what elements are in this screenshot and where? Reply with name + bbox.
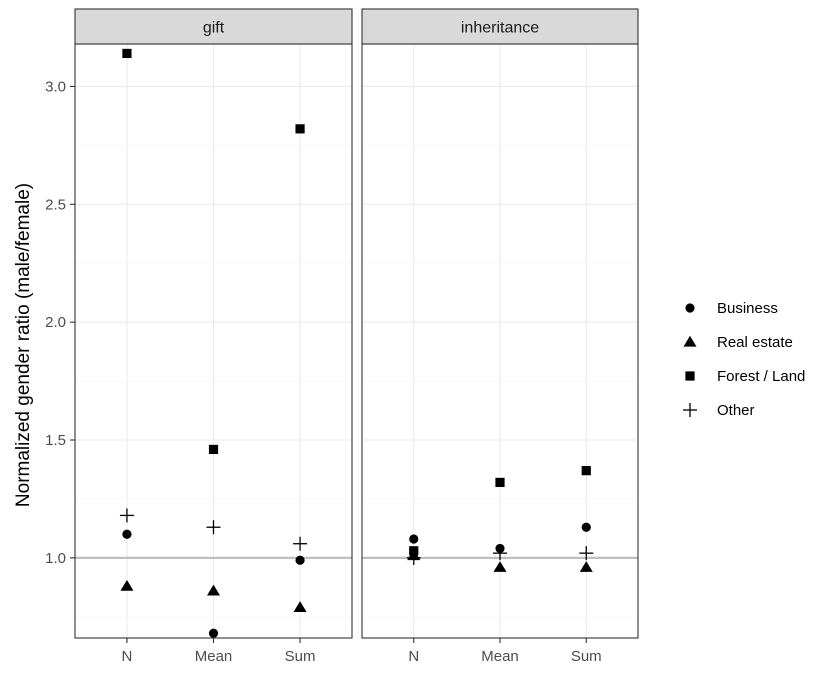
legend-label: Forest / Land <box>717 368 805 385</box>
x-tick-label: Sum <box>285 648 316 665</box>
point-other <box>293 536 308 551</box>
point-real-estate <box>579 561 593 572</box>
x-tick-label: N <box>122 648 133 665</box>
x-tick-label: Mean <box>481 648 519 665</box>
point-real-estate <box>493 561 507 572</box>
point-forest-land <box>122 48 132 59</box>
facet-strip <box>361 8 639 45</box>
y-axis-title: Normalized gender ratio (male/female) <box>13 183 34 507</box>
facet-panels: gift N Mean Sum inheritance N Mean Sum <box>74 8 639 665</box>
facet-strip <box>74 8 353 45</box>
y-tick-label: 3.0 <box>45 78 66 95</box>
legend-item-real-estate: Real estate <box>683 334 793 351</box>
point-business <box>122 529 132 539</box>
legend-key-forest-land <box>685 371 695 381</box>
legend-label: Other <box>717 402 755 419</box>
point-other <box>493 546 507 561</box>
facet-strip-label: gift <box>203 20 225 37</box>
legend-key-other <box>683 403 697 417</box>
point-other <box>406 550 421 565</box>
point-forest-land <box>409 546 419 556</box>
y-tick-label: 2.5 <box>45 196 66 213</box>
legend-item-business: Business <box>685 300 778 317</box>
x-tick-label: N <box>408 648 419 665</box>
y-tick-label: 1.0 <box>45 550 66 567</box>
legend-item-forest-land: Forest / Land <box>685 368 805 385</box>
point-forest-land <box>581 466 591 476</box>
point-business <box>581 522 591 532</box>
y-tick-label: 2.0 <box>45 314 66 331</box>
facet-strip-label: inheritance <box>461 20 539 37</box>
point-other <box>206 520 221 535</box>
x-tick-label: Sum <box>571 648 602 665</box>
point-other <box>579 546 594 561</box>
y-axis: 1.0 1.5 2.0 2.5 3.0 <box>45 78 75 567</box>
legend-key-real-estate <box>683 335 697 347</box>
point-real-estate <box>120 579 134 591</box>
legend-key-business <box>685 303 695 313</box>
facet-panel-inheritance: inheritance N Mean Sum <box>361 8 639 665</box>
point-real-estate <box>206 584 221 596</box>
point-business <box>295 555 305 565</box>
facet-panel-gift: gift N Mean Sum <box>74 8 353 665</box>
point-forest-land <box>208 444 219 455</box>
point-forest-land <box>295 124 305 134</box>
y-tick-label: 1.5 <box>45 432 66 449</box>
point-business <box>409 534 419 544</box>
point-real-estate <box>293 601 307 613</box>
x-tick-label: Mean <box>195 648 233 665</box>
point-other <box>119 508 134 523</box>
point-business <box>208 628 219 638</box>
legend: Business Real estate Forest / Land Other <box>683 300 805 419</box>
point-forest-land <box>495 477 505 488</box>
legend-label: Business <box>717 300 778 317</box>
legend-item-other: Other <box>683 402 755 419</box>
legend-label: Real estate <box>717 334 793 351</box>
